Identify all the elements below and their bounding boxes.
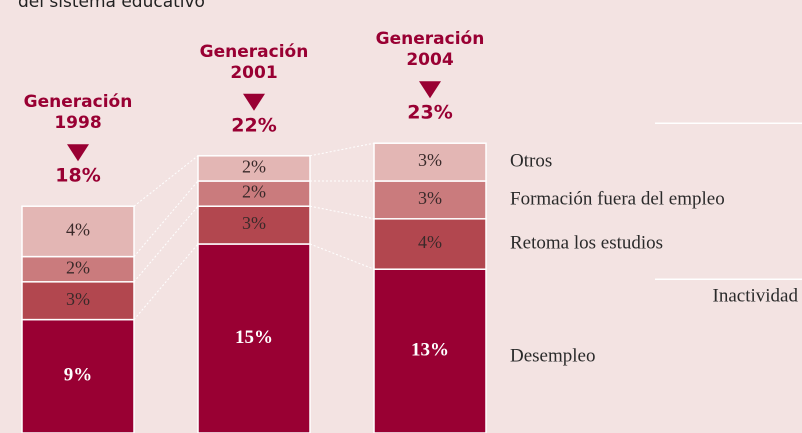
connector — [133, 205, 199, 283]
group-label: Inactividad — [713, 286, 799, 307]
legend-label: Otros — [510, 150, 552, 171]
segment-label: 3% — [418, 188, 442, 208]
category-label: Generación 1998 — [23, 92, 133, 134]
segment-label: 15% — [235, 327, 273, 348]
connector — [309, 205, 375, 220]
arrow — [419, 81, 441, 99]
bar-segment — [197, 155, 311, 182]
bar-segment — [197, 205, 311, 245]
bar-segment — [373, 142, 487, 182]
total-label: 22% — [231, 114, 276, 136]
total-label: 23% — [407, 102, 452, 124]
bar-segment — [21, 318, 135, 433]
legend-label: Formación fuera del empleo — [510, 188, 725, 209]
total-label: 18% — [55, 165, 100, 187]
segment-label: 2% — [66, 257, 90, 277]
bar-segment — [197, 180, 311, 207]
chart-title: del sistema educativo — [18, 0, 205, 12]
category-label: Generación 2001 — [199, 41, 309, 83]
category-label: Generación 2004 — [375, 29, 485, 71]
segment-label: 2% — [242, 157, 266, 177]
bar-segment — [21, 205, 135, 258]
segment-label: 13% — [411, 339, 449, 360]
segment-label: 3% — [66, 289, 90, 309]
connector — [133, 180, 199, 257]
connector — [309, 243, 375, 270]
legend-label: Desempleo — [510, 345, 595, 366]
connector — [133, 243, 199, 320]
bar-segment — [373, 268, 487, 433]
arrow — [67, 144, 89, 162]
bar-segment — [373, 180, 487, 220]
connector — [309, 142, 375, 157]
arrow — [243, 93, 265, 111]
connector — [133, 155, 199, 207]
bar-segment — [21, 255, 135, 283]
segment-label: 9% — [64, 365, 93, 386]
segment-label: 3% — [418, 150, 442, 170]
bar-segment — [197, 243, 311, 433]
segment-label: 4% — [418, 232, 442, 252]
segment-label: 2% — [242, 182, 266, 202]
legend-label: Retoma los estudios — [510, 232, 663, 253]
bar-segment — [373, 218, 487, 270]
segment-label: 3% — [242, 213, 266, 233]
segment-label: 4% — [66, 220, 90, 240]
